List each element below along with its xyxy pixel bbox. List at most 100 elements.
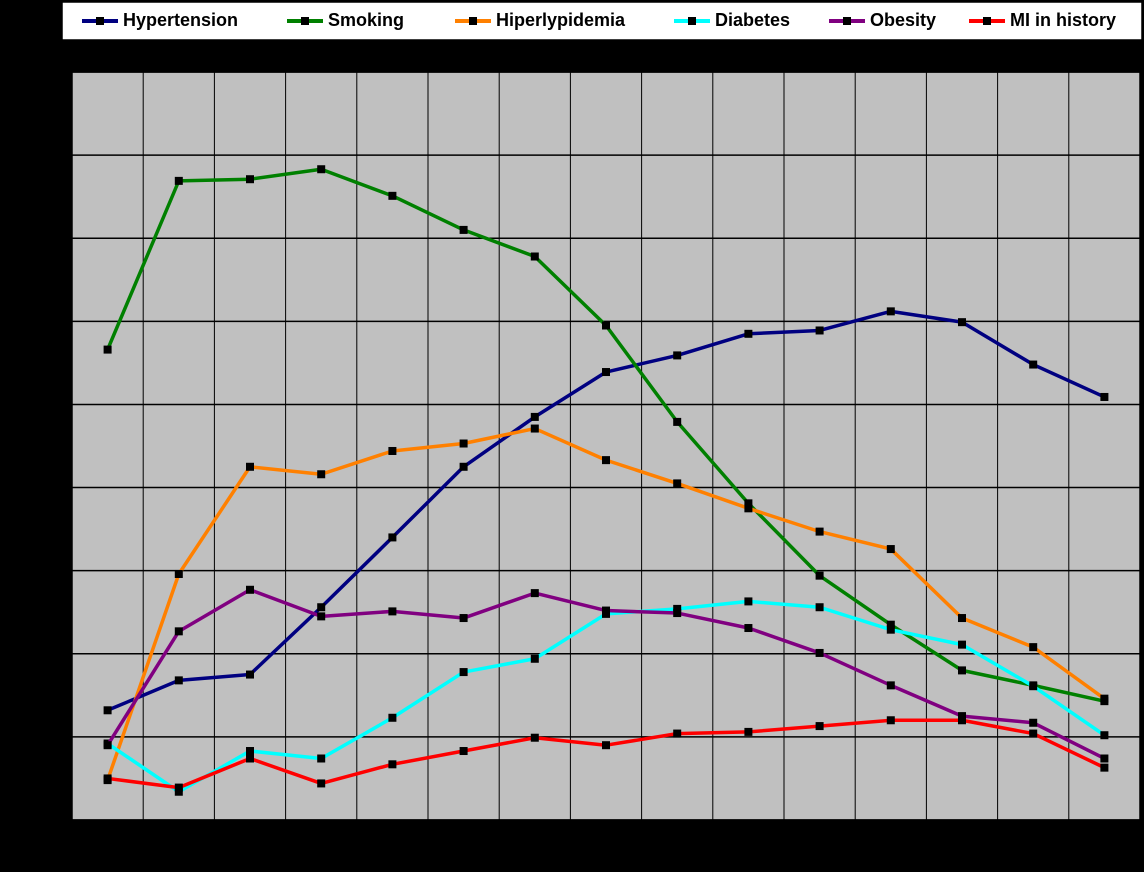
x-tick-label: 75-79	[872, 849, 910, 866]
point-marker	[673, 729, 682, 738]
x-tick-label: 30-34	[231, 849, 270, 866]
legend-marker	[301, 17, 309, 25]
point-marker	[174, 627, 183, 636]
y-tick-label: 10%	[32, 728, 64, 745]
point-marker	[958, 614, 966, 623]
point-marker	[744, 727, 753, 736]
point-marker	[673, 604, 682, 613]
legend-marker	[96, 17, 104, 25]
x-tick-label: 85-89	[1014, 849, 1052, 866]
point-marker	[1100, 392, 1109, 401]
point-marker	[673, 417, 682, 426]
point-marker	[744, 597, 753, 606]
point-marker	[958, 640, 966, 649]
point-marker	[886, 545, 895, 554]
point-marker	[673, 479, 682, 488]
point-marker	[744, 329, 753, 338]
point-marker	[388, 760, 397, 769]
point-marker	[815, 527, 824, 536]
point-marker	[174, 676, 183, 685]
point-marker	[388, 446, 397, 455]
x-tick-label: <25	[95, 849, 120, 866]
point-marker	[602, 456, 610, 465]
y-tick-label: 30%	[32, 562, 64, 579]
point-marker	[602, 606, 610, 615]
x-tick-label: 50-54	[516, 849, 555, 866]
point-marker	[602, 321, 610, 330]
point-marker	[388, 607, 397, 616]
point-marker	[459, 668, 468, 677]
point-marker	[174, 176, 183, 185]
point-marker	[744, 504, 753, 513]
point-marker	[815, 722, 824, 731]
point-marker	[815, 326, 824, 335]
y-tick-label: 80%	[32, 146, 64, 163]
point-marker	[886, 716, 895, 725]
x-tick-label: 90-94	[1085, 849, 1124, 866]
legend-marker	[983, 17, 991, 25]
point-marker	[1029, 682, 1038, 691]
legend-box	[61, 1, 1143, 41]
point-marker	[530, 589, 539, 598]
point-marker	[886, 681, 895, 690]
point-marker	[246, 747, 254, 756]
point-marker	[246, 175, 254, 184]
point-marker	[459, 439, 468, 448]
point-marker	[815, 571, 824, 580]
point-marker	[530, 733, 539, 742]
point-marker	[174, 783, 183, 792]
point-marker	[317, 779, 326, 788]
point-marker	[459, 614, 468, 623]
point-marker	[1100, 694, 1109, 703]
y-tick-label: 90%	[32, 63, 64, 80]
point-marker	[886, 625, 895, 634]
point-marker	[673, 351, 682, 360]
point-marker	[1100, 731, 1109, 740]
point-marker	[602, 741, 610, 750]
point-marker	[317, 754, 326, 763]
point-marker	[459, 225, 468, 234]
point-marker	[958, 666, 966, 675]
point-marker	[459, 747, 468, 756]
legend-label: MI in history	[1010, 10, 1116, 30]
point-marker	[530, 252, 539, 261]
point-marker	[530, 654, 539, 663]
y-tick-label: 40%	[32, 479, 64, 496]
point-marker	[744, 624, 753, 633]
point-marker	[886, 620, 895, 629]
legend-label: Hiperlypidemia	[496, 10, 626, 30]
point-marker	[1029, 718, 1038, 727]
point-marker	[530, 424, 539, 433]
x-tick-label: 55-59	[587, 849, 625, 866]
x-tick-label: 65-69	[729, 849, 767, 866]
legend-marker	[843, 17, 851, 25]
point-marker	[958, 716, 966, 725]
y-tick-label: 70%	[32, 229, 64, 246]
point-marker	[530, 412, 539, 421]
y-tick-label: 0%	[41, 811, 64, 828]
point-marker	[103, 706, 112, 715]
x-tick-label: 45-49	[444, 849, 482, 866]
point-marker	[673, 609, 682, 618]
point-marker	[317, 470, 326, 479]
legend-label: Obesity	[870, 10, 936, 30]
point-marker	[388, 533, 397, 542]
point-marker	[246, 754, 254, 763]
point-marker	[246, 670, 254, 679]
y-tick-label: 50%	[32, 396, 64, 413]
point-marker	[1029, 360, 1038, 369]
point-marker	[103, 774, 112, 783]
point-marker	[317, 603, 326, 612]
x-tick-label: 70-74	[800, 849, 839, 866]
point-marker	[174, 787, 183, 796]
point-marker	[317, 165, 326, 174]
x-tick-label: 35-39	[302, 849, 340, 866]
point-marker	[103, 741, 112, 750]
point-marker	[1029, 643, 1038, 652]
point-marker	[103, 345, 112, 354]
point-marker	[317, 612, 326, 621]
legend-label: Diabetes	[715, 10, 790, 30]
x-tick-label: 40-44	[373, 849, 412, 866]
y-tick-label: 20%	[32, 645, 64, 662]
point-marker	[1100, 754, 1109, 763]
